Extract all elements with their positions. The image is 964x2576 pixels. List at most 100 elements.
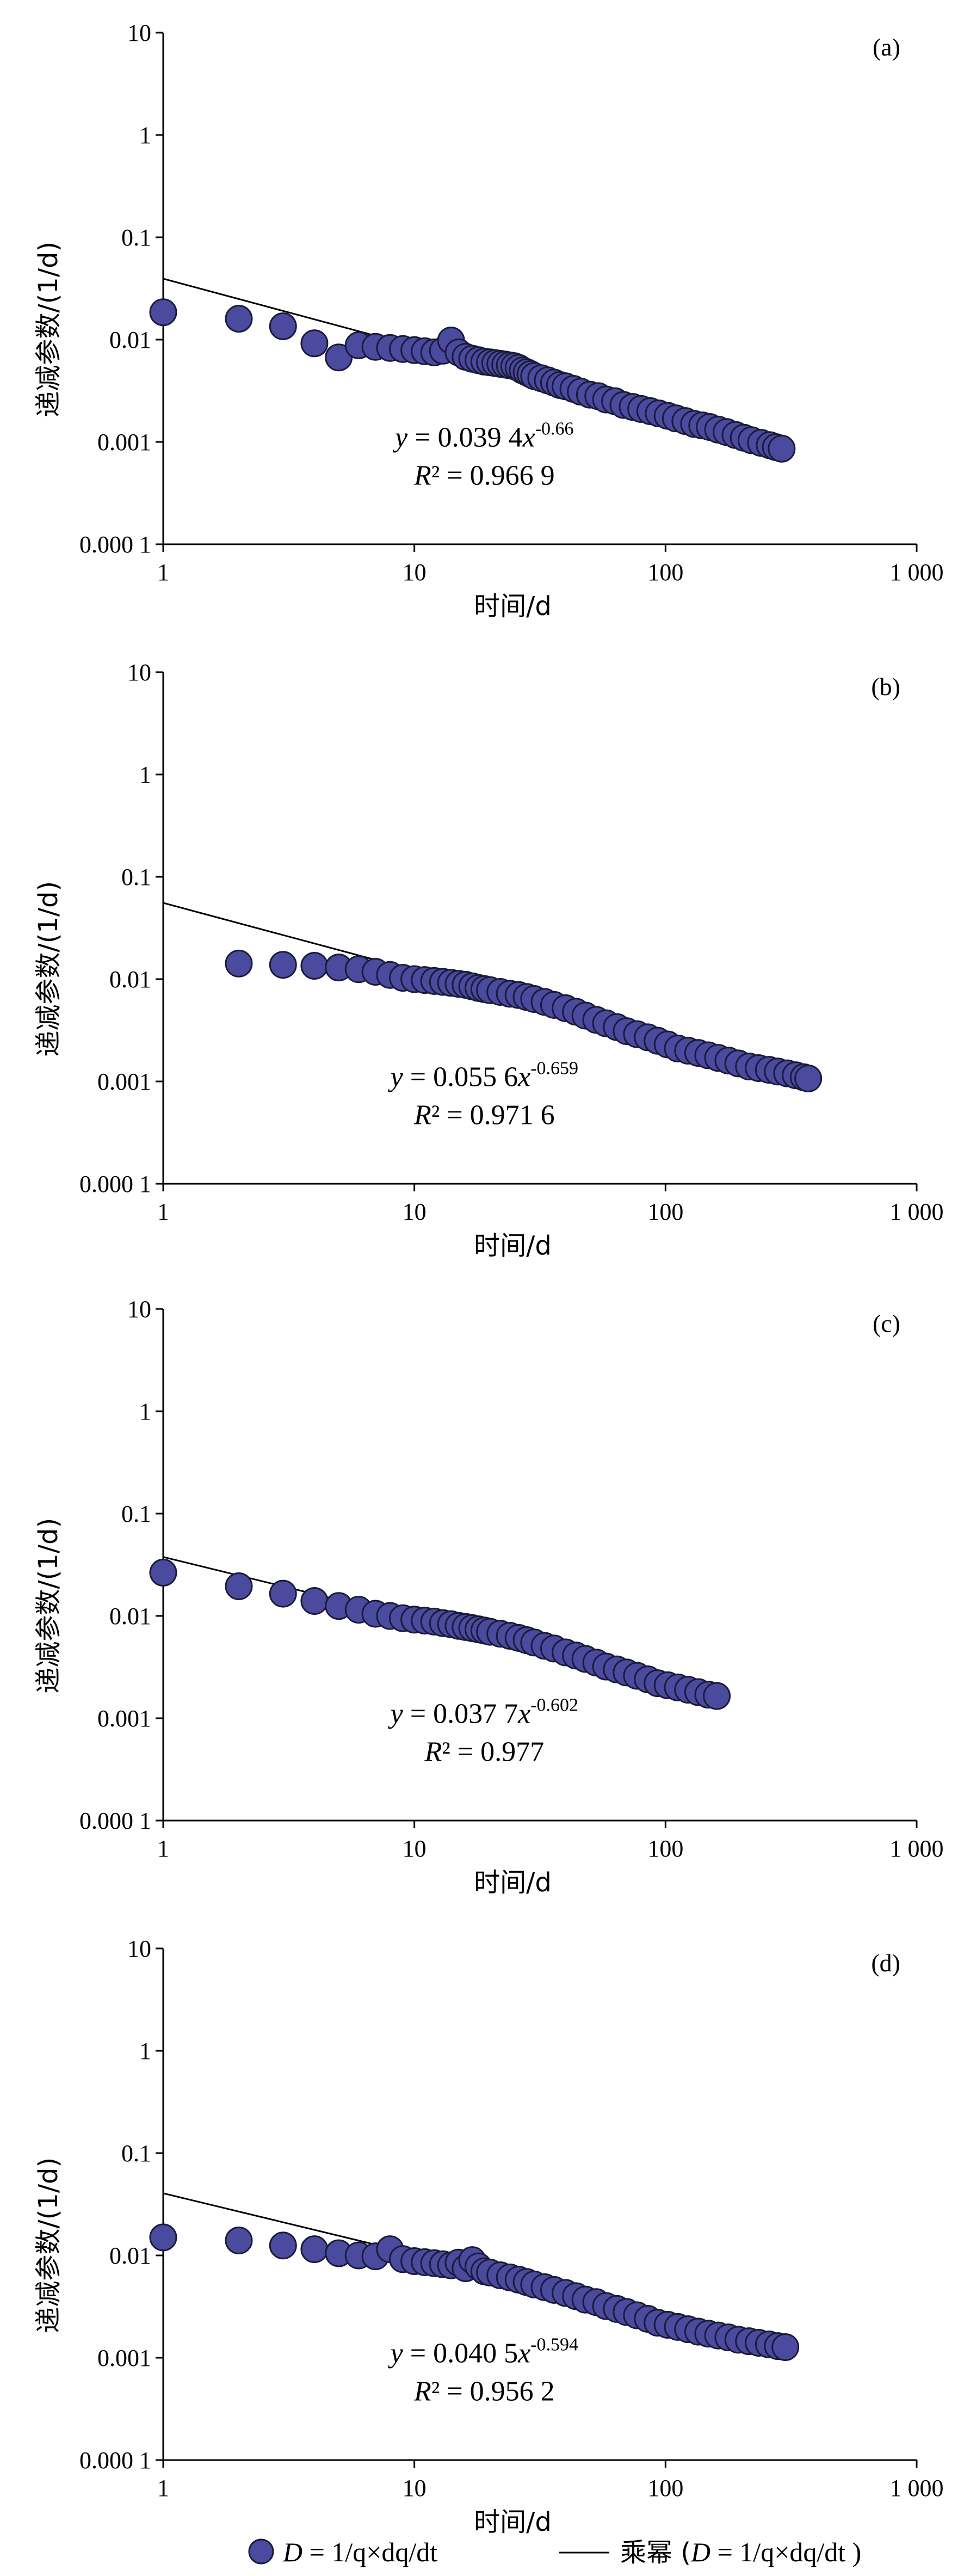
y-tick-label: 0.1 [121, 224, 151, 251]
y-tick-label: 0.1 [121, 864, 151, 890]
eq-x-var: x [517, 1062, 530, 1093]
data-point [149, 298, 177, 327]
legend-line-text: 乘幂 (D = 1/q×dq/dt ) [620, 2537, 861, 2568]
data-points [225, 949, 823, 1092]
eq-body: = 0.039 4 [407, 422, 522, 453]
x-tick-label: 100 [647, 559, 683, 586]
y-tick-label: 0.1 [121, 1501, 151, 1527]
x-tick-label: 100 [647, 1835, 683, 1862]
eq-body: = 0.037 7 [403, 1699, 518, 1730]
eq-exponent: -0.66 [535, 419, 574, 439]
data-point [269, 1579, 297, 1608]
y-tick-label: 1 [139, 122, 151, 149]
x-tick-label: 1 000 [890, 2475, 944, 2501]
eq-r-var: R [413, 460, 431, 491]
legend: D = 1/q×dq/dt 乘幂 (D = 1/q×dq/dt ) [248, 2537, 861, 2568]
legend-scatter-label: = 1/q×dq/dt [302, 2537, 437, 2567]
eq-r2-body: ² = 0.966 9 [431, 460, 555, 491]
eq-r-var: R [424, 1737, 442, 1768]
data-point [703, 1682, 731, 1710]
y-tick-label: 10 [127, 659, 151, 686]
eq-x-var: x [517, 2338, 530, 2369]
x-tick-label: 10 [403, 1835, 427, 1862]
x-tick-label: 100 [647, 2475, 683, 2501]
y-axis-label: 递减参数/(1/d) [33, 242, 64, 417]
y-tick-label: 1 [139, 761, 151, 788]
chart-panel-b: 0.000 1 0.001 0.01 0.1 1 10 1 10 100 1 000 时间/d 递减参… [33, 659, 944, 1261]
data-point [771, 2333, 800, 2361]
chart-panel-d: 0.000 1 0.001 0.01 0.1 1 10 1 10 100 1 000 时间/d 递减参… [33, 1935, 944, 2537]
y-tick-label: 0.000 1 [79, 531, 151, 558]
y-tick-label: 0.001 [97, 1705, 151, 1732]
fit-equation: y = 0.037 7x-0.602 [388, 1695, 578, 1730]
y-tick-label: 0.001 [97, 1068, 151, 1095]
x-tick-label: 1 [157, 2475, 169, 2501]
fit-equation: y = 0.040 5x-0.594 [388, 2335, 578, 2369]
x-tick-label: 1 [157, 559, 169, 586]
panel-label: (c) [873, 1309, 900, 1337]
y-tick-label: 10 [127, 20, 151, 46]
y-tick-label: 0.001 [97, 2345, 151, 2371]
eq-y-var: y [388, 2338, 404, 2369]
fit-r2: R² = 0.966 9 [413, 460, 555, 491]
panel-label: (d) [871, 1949, 900, 1977]
x-tick-label: 10 [403, 559, 427, 586]
data-points [149, 2223, 800, 2361]
legend-scatter-var: D [282, 2537, 302, 2567]
y-tick-label: 0.01 [109, 1603, 151, 1630]
eq-y-var: y [388, 1062, 404, 1093]
y-tick-label: 0.1 [121, 2140, 151, 2167]
eq-body: = 0.055 6 [403, 1062, 518, 1093]
panel-label: (b) [871, 673, 900, 700]
x-axis-label: 时间/d [474, 591, 552, 622]
panel-label: (a) [873, 33, 900, 61]
data-point [300, 2235, 329, 2264]
y-tick-label: 1 [139, 2038, 151, 2064]
y-tick-label: 0.000 1 [79, 1807, 151, 1834]
data-point [149, 2223, 177, 2252]
fit-r2: R² = 0.971 6 [413, 1100, 555, 1131]
eq-y-var: y [392, 422, 408, 453]
y-tick-label: 1 [139, 1398, 151, 1425]
y-axis-label: 递减参数/(1/d) [33, 2157, 64, 2333]
data-point [300, 1587, 329, 1615]
data-point [269, 2231, 297, 2260]
eq-exponent: -0.659 [530, 1059, 578, 1079]
data-point [794, 1064, 823, 1092]
eq-x-var: x [517, 1699, 530, 1730]
y-tick-label: 10 [127, 1296, 151, 1323]
y-tick-label: 10 [127, 1935, 151, 1962]
y-axis-label: 递减参数/(1/d) [33, 881, 64, 1057]
data-point [325, 343, 353, 372]
eq-x-var: x [522, 422, 535, 453]
eq-exponent: -0.594 [530, 2335, 578, 2355]
data-point [149, 1558, 177, 1587]
data-point [225, 1572, 253, 1600]
y-tick-label: 0.01 [109, 2242, 151, 2269]
data-points [149, 1558, 731, 1710]
y-tick-label: 0.000 1 [79, 1171, 151, 1197]
chart-panel-c: 0.000 1 0.001 0.01 0.1 1 10 1 10 100 1 000 时间/d 递减参… [33, 1296, 944, 1898]
data-point [300, 951, 329, 980]
x-tick-label: 10 [403, 2475, 427, 2501]
x-tick-label: 10 [403, 1198, 427, 1225]
data-point [768, 434, 796, 463]
data-point [269, 312, 297, 340]
legend-line-label: = 1/q×dq/dt ) [710, 2537, 861, 2567]
x-tick-label: 1 [157, 1835, 169, 1862]
eq-body: = 0.040 5 [403, 2338, 518, 2369]
data-point [225, 2227, 253, 2255]
y-tick-label: 0.01 [109, 966, 151, 993]
data-point [225, 305, 253, 333]
data-points [149, 298, 796, 463]
x-axis-label: 时间/d [474, 1231, 552, 1261]
eq-r2-body: ² = 0.977 [442, 1737, 544, 1768]
eq-exponent: -0.602 [530, 1695, 578, 1716]
eq-r-var: R [413, 2376, 431, 2407]
eq-y-var: y [388, 1699, 404, 1730]
x-tick-label: 1 000 [890, 1835, 944, 1862]
data-point [269, 951, 297, 979]
x-axis-label: 时间/d [474, 2507, 552, 2537]
x-axis-label: 时间/d [474, 1867, 552, 1898]
